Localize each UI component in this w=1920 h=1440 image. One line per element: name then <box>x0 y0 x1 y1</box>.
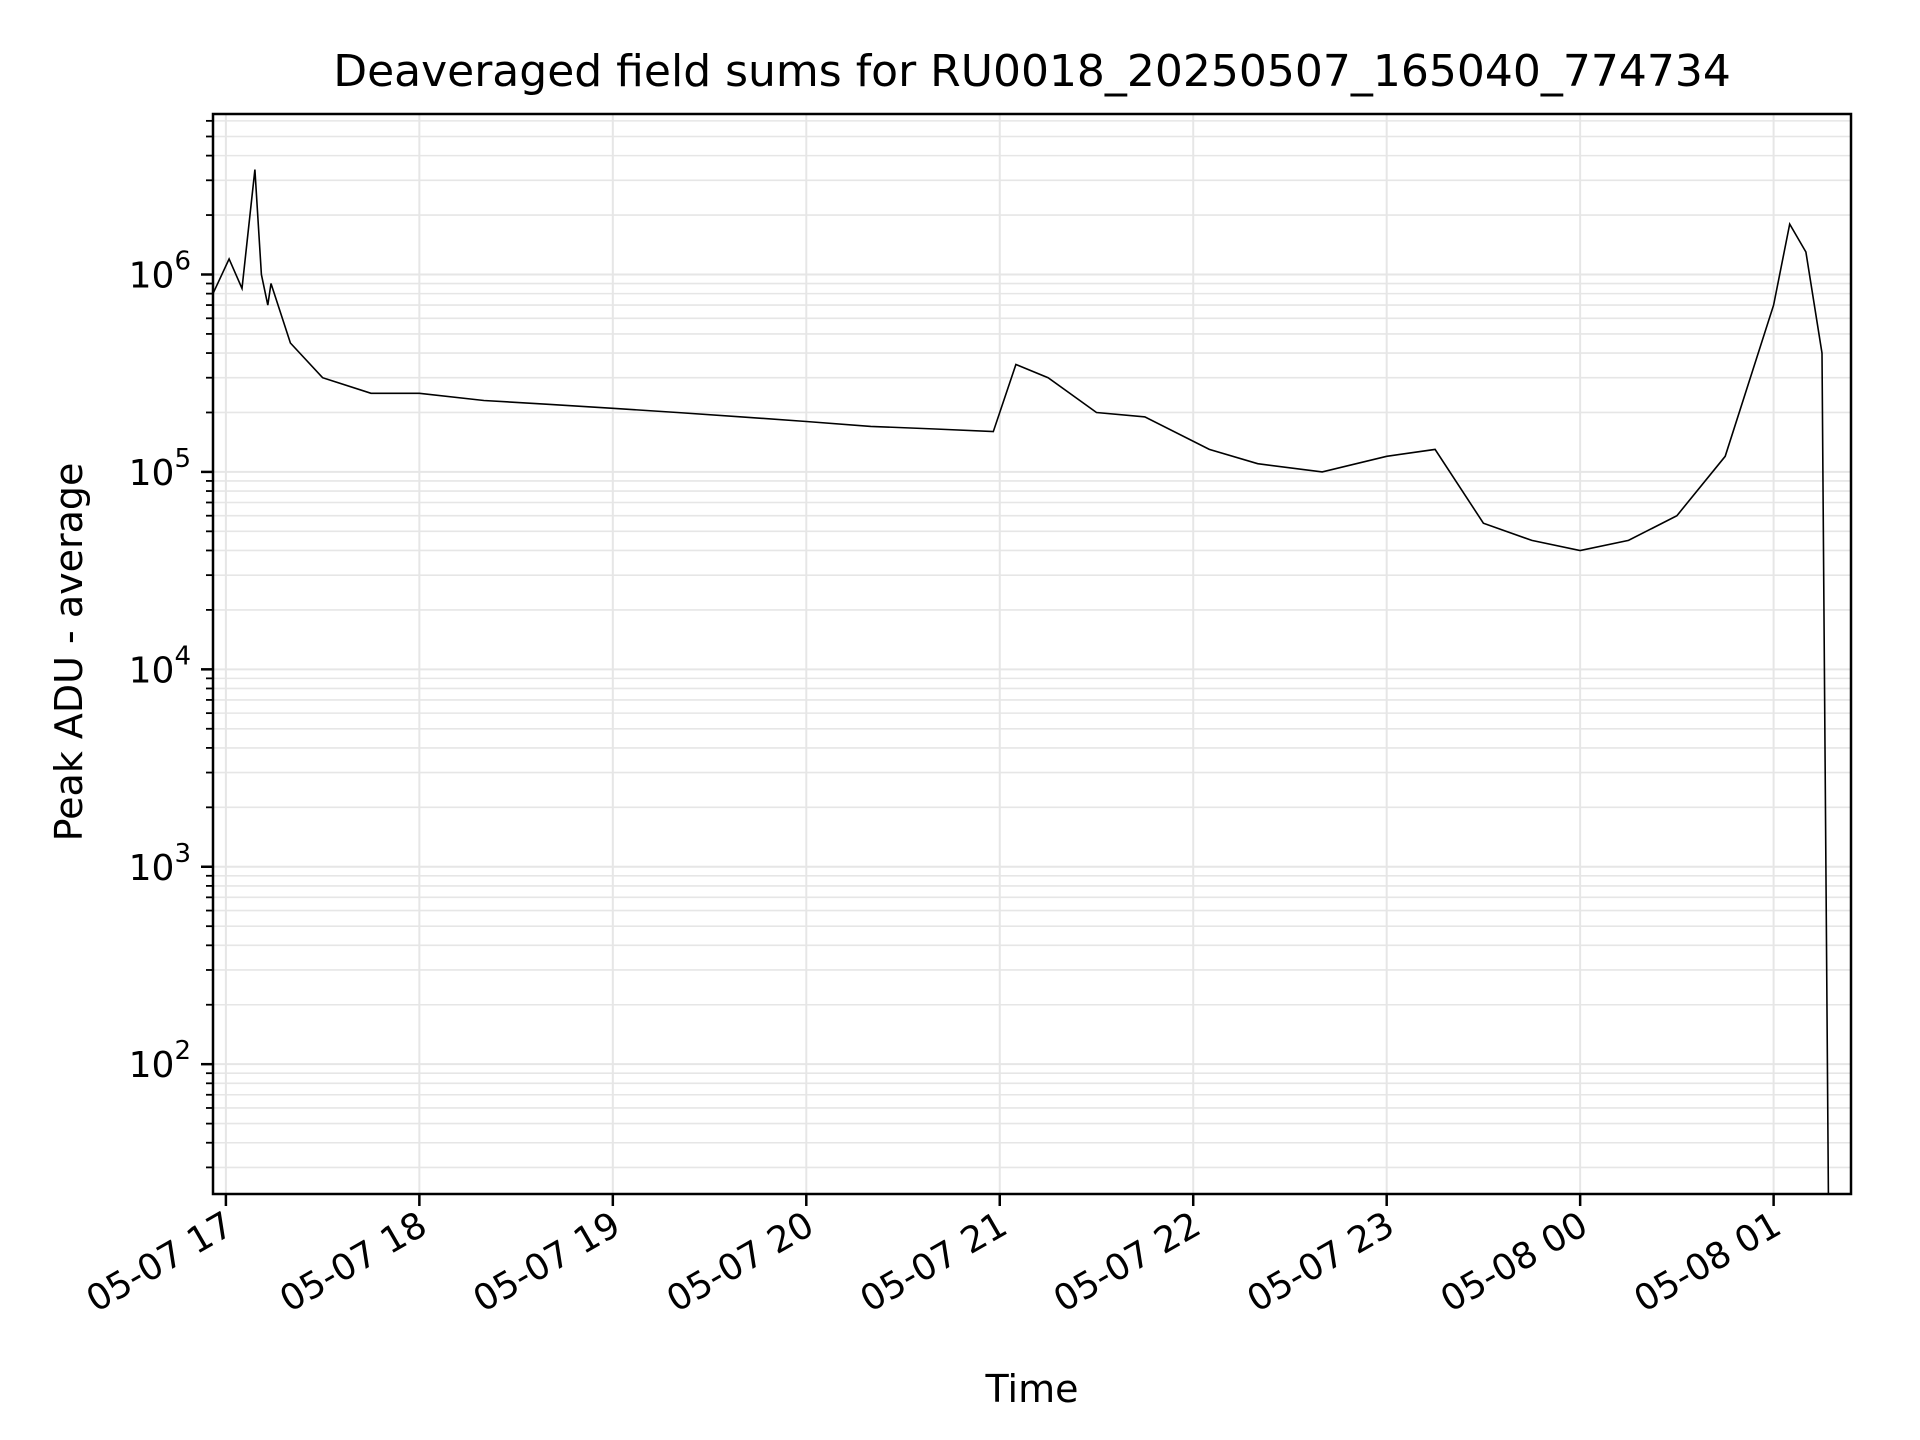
y-axis-label: Peak ADU - average <box>47 463 91 842</box>
series-line <box>213 169 1830 1194</box>
y-tick-label-exponent: 3 <box>174 839 191 869</box>
plot-frame <box>211 112 1853 1196</box>
y-tick-label-base: 10 <box>129 453 175 494</box>
y-tick-label-base: 10 <box>129 255 175 296</box>
y-tick-label-exponent: 5 <box>174 444 191 474</box>
y-tick-label-base: 10 <box>129 848 175 889</box>
y-tick-label-exponent: 6 <box>174 246 191 276</box>
y-tick-label: 104 <box>129 641 191 691</box>
grid <box>213 114 1851 1194</box>
y-tick-label: 105 <box>129 444 191 494</box>
chart-title: Deaveraged field sums for RU0018_2025050… <box>333 46 1731 97</box>
y-tick-label-base: 10 <box>129 650 175 691</box>
x-axis-label: Time <box>985 1367 1079 1411</box>
y-tick-label-base: 10 <box>129 1045 175 1086</box>
y-tick-label: 102 <box>129 1036 191 1086</box>
series <box>213 169 1830 1194</box>
y-tick-label: 106 <box>129 246 191 296</box>
y-tick-label-exponent: 4 <box>174 641 191 671</box>
y-tick-label-exponent: 2 <box>174 1036 191 1066</box>
y-tick-label: 103 <box>129 839 191 889</box>
